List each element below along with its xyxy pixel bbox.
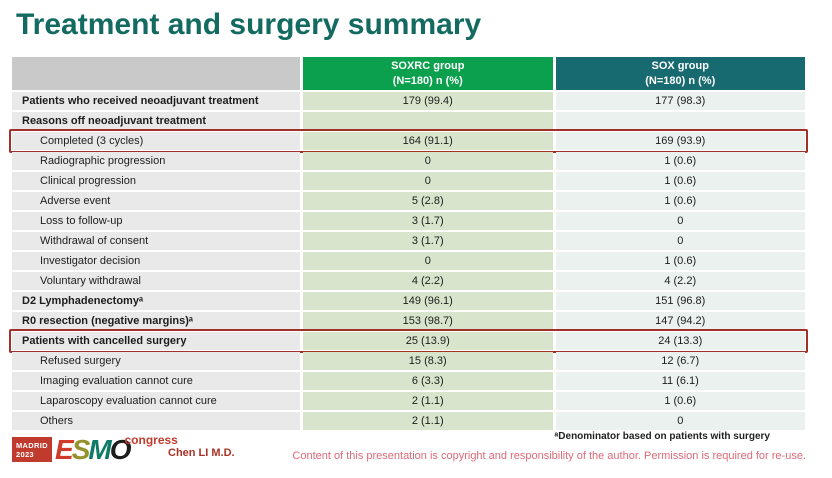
table-row: Voluntary withdrawal 4 (2.2) 4 (2.2) (12, 272, 805, 290)
row-label: Laparoscopy evaluation cannot cure (12, 392, 300, 410)
sox-value: 0 (555, 232, 805, 250)
sox-value: 1 (0.6) (555, 192, 805, 210)
soxrc-value: 25 (13.9) (303, 332, 553, 350)
sox-value: 11 (6.1) (555, 372, 805, 390)
table-row: D2 Lymphadenectomyᵃ 149 (96.1) 151 (96.8… (12, 292, 805, 310)
soxrc-value: 179 (99.4) (303, 92, 553, 110)
row-label: R0 resection (negative margins)ᵃ (12, 312, 300, 330)
table-row: Refused surgery 15 (8.3) 12 (6.7) (12, 352, 805, 370)
soxrc-value: 3 (1.7) (303, 232, 553, 250)
sox-value: 0 (555, 212, 805, 230)
sox-value: 1 (0.6) (555, 172, 805, 190)
sox-value: 0 (555, 412, 805, 430)
soxrc-value: 6 (3.3) (303, 372, 553, 390)
table-row: Clinical progression 0 1 (0.6) (12, 172, 805, 190)
table-row: Reasons off neoadjuvant treatment (12, 112, 805, 130)
table-row: Withdrawal of consent 3 (1.7) 0 (12, 232, 805, 250)
row-label: Completed (3 cycles) (12, 132, 300, 150)
soxrc-value (303, 112, 553, 130)
sox-value: 4 (2.2) (555, 272, 805, 290)
row-label: Patients with cancelled surgery (12, 332, 300, 350)
table-row: R0 resection (negative margins)ᵃ 153 (98… (12, 312, 805, 330)
soxrc-value: 149 (96.1) (303, 292, 553, 310)
table-row: Adverse event 5 (2.8) 1 (0.6) (12, 192, 805, 210)
header-soxrc-group-cell: SOXRC group (N=180) n (%) (303, 57, 553, 90)
sox-value (555, 112, 805, 130)
table-row: Laparoscopy evaluation cannot cure 2 (1.… (12, 392, 805, 410)
sox-value: 12 (6.7) (555, 352, 805, 370)
esmo-logo-text: ESMO (55, 436, 131, 464)
soxrc-group-name: SOXRC group (391, 60, 465, 73)
esmo-letter-o: O (109, 434, 132, 466)
author-credit: Chen LI M.D. (168, 447, 235, 459)
congress-label: congress (124, 433, 178, 447)
soxrc-value: 4 (2.2) (303, 272, 553, 290)
row-label: Others (12, 412, 300, 430)
row-label: Radiographic progression (12, 152, 300, 170)
esmo-letter-s: S (71, 434, 91, 466)
esmo-congress-logo: MADRID 2023 ESMO congress (12, 433, 178, 464)
row-label: Investigator decision (12, 252, 300, 270)
header-blank-cell (12, 57, 300, 90)
table-row: Investigator decision 0 1 (0.6) (12, 252, 805, 270)
sox-value: 1 (0.6) (555, 392, 805, 410)
madrid-label: MADRID (16, 440, 48, 450)
row-label: Patients who received neoadjuvant treatm… (12, 92, 300, 110)
sox-group-n: (N=180) n (%) (645, 74, 716, 87)
table-row: Patients who received neoadjuvant treatm… (12, 92, 805, 110)
row-label: Withdrawal of consent (12, 232, 300, 250)
table-row: Others 2 (1.1) 0 (12, 412, 805, 430)
soxrc-value: 2 (1.1) (303, 392, 553, 410)
table-row: Radiographic progression 0 1 (0.6) (12, 152, 805, 170)
year-label: 2023 (16, 449, 34, 459)
table-row: Imaging evaluation cannot cure 6 (3.3) 1… (12, 372, 805, 390)
header-sox-group-cell: SOX group (N=180) n (%) (555, 57, 805, 90)
table-row: Loss to follow-up 3 (1.7) 0 (12, 212, 805, 230)
row-label: D2 Lymphadenectomyᵃ (12, 292, 300, 310)
copyright-notice: Content of this presentation is copyrigh… (292, 450, 806, 462)
soxrc-value: 2 (1.1) (303, 412, 553, 430)
soxrc-value: 0 (303, 252, 553, 270)
slide-title: Treatment and surgery summary (16, 8, 482, 41)
sox-group-name: SOX group (651, 60, 709, 73)
soxrc-value: 5 (2.8) (303, 192, 553, 210)
table-row: Patients with cancelled surgery 25 (13.9… (9, 329, 808, 353)
row-label: Voluntary withdrawal (12, 272, 300, 290)
row-label: Adverse event (12, 192, 300, 210)
row-label: Clinical progression (12, 172, 300, 190)
row-label: Refused surgery (12, 352, 300, 370)
row-label: Loss to follow-up (12, 212, 300, 230)
sox-value: 169 (93.9) (555, 132, 805, 150)
sox-value: 177 (98.3) (555, 92, 805, 110)
sox-value: 151 (96.8) (555, 292, 805, 310)
row-label: Imaging evaluation cannot cure (12, 372, 300, 390)
sox-value: 1 (0.6) (555, 252, 805, 270)
soxrc-value: 164 (91.1) (303, 132, 553, 150)
row-label: Reasons off neoadjuvant treatment (12, 112, 300, 130)
soxrc-value: 15 (8.3) (303, 352, 553, 370)
sox-value: 1 (0.6) (555, 152, 805, 170)
table-row: Completed (3 cycles) 164 (91.1) 169 (93.… (9, 129, 808, 153)
sox-value: 147 (94.2) (555, 312, 805, 330)
treatment-summary-table: SOXRC group (N=180) n (%) SOX group (N=1… (9, 57, 808, 432)
sox-value: 24 (13.3) (555, 332, 805, 350)
esmo-letter-m: M (88, 434, 111, 466)
table-header-row: SOXRC group (N=180) n (%) SOX group (N=1… (12, 57, 805, 90)
esmo-letter-e: E (55, 434, 74, 466)
table-body: Patients who received neoadjuvant treatm… (9, 92, 808, 430)
soxrc-group-n: (N=180) n (%) (392, 74, 463, 87)
soxrc-value: 153 (98.7) (303, 312, 553, 330)
denominator-footnote: ᵃDenominator based on patients with surg… (554, 431, 770, 442)
madrid-2023-badge: MADRID 2023 (12, 437, 52, 462)
soxrc-value: 0 (303, 152, 553, 170)
soxrc-value: 0 (303, 172, 553, 190)
soxrc-value: 3 (1.7) (303, 212, 553, 230)
